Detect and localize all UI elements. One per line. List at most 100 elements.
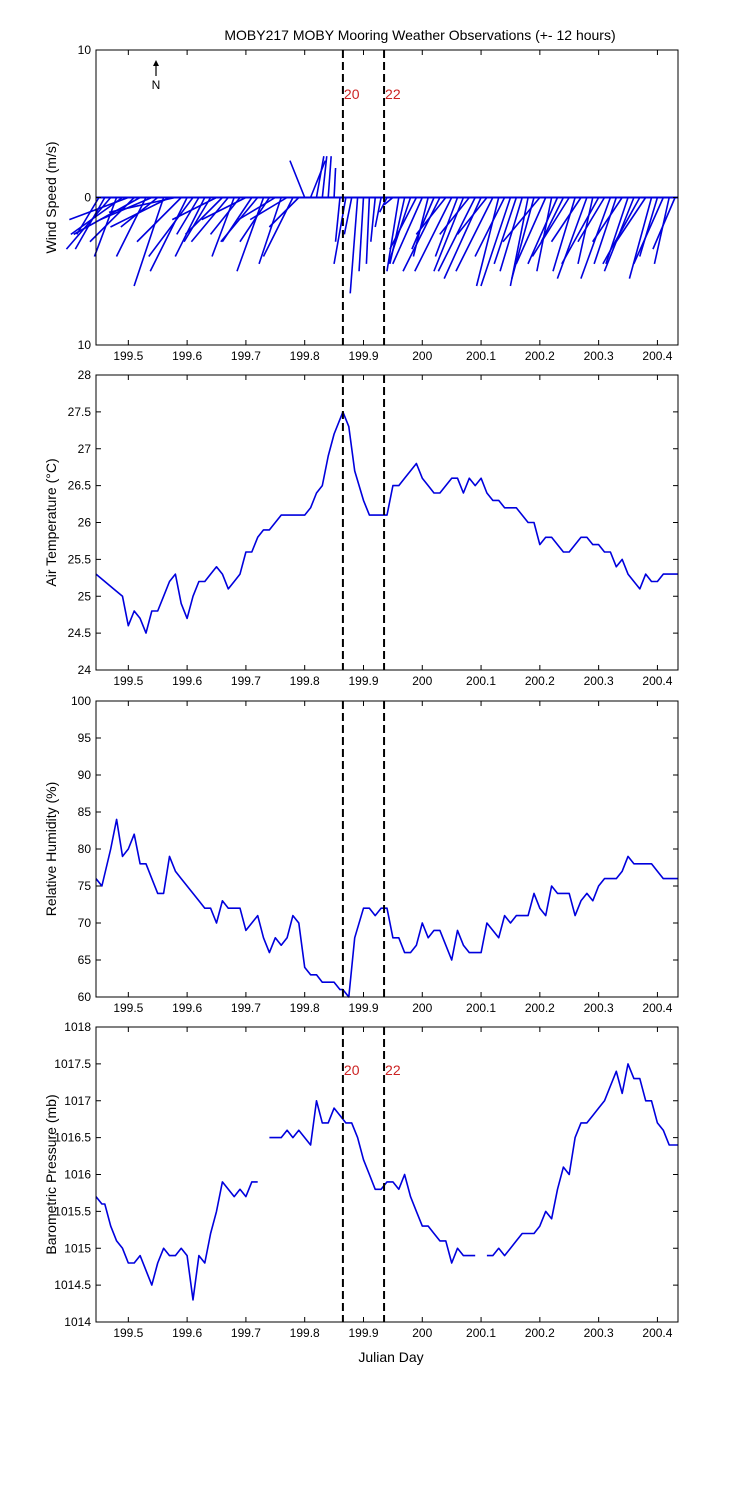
x-tick-label: 200.1 bbox=[466, 349, 496, 363]
y-tick-label: 75 bbox=[78, 879, 92, 893]
wind-stick bbox=[511, 197, 535, 279]
x-tick-label: 200.2 bbox=[525, 1326, 555, 1340]
x-tick-label: 199.7 bbox=[231, 1326, 261, 1340]
chart-title: MOBY217 MOBY Mooring Weather Observation… bbox=[224, 27, 615, 43]
wind-stick bbox=[183, 197, 212, 243]
wind-stick bbox=[389, 197, 418, 250]
y-tick-label: 1014.5 bbox=[54, 1278, 91, 1292]
wind-stick bbox=[211, 197, 235, 257]
x-tick-label: 200.3 bbox=[584, 1001, 614, 1015]
y-tick-label: 10 bbox=[78, 338, 92, 352]
wind-stick bbox=[556, 197, 588, 279]
wind-stick bbox=[499, 197, 523, 272]
time-marker-label: 20 bbox=[344, 1062, 360, 1078]
x-tick-label: 200.3 bbox=[584, 349, 614, 363]
y-tick-label: 80 bbox=[78, 842, 92, 856]
y-tick-label: 24.5 bbox=[68, 626, 92, 640]
wind-stick bbox=[176, 197, 200, 235]
panels: 199.5 199.6 199.7 199.8 199.9 200 200.1 200.2 20… bbox=[43, 43, 679, 1340]
y-tick-label: 85 bbox=[78, 805, 92, 819]
x-tick-label: 199.8 bbox=[290, 1326, 320, 1340]
wind-stick bbox=[531, 197, 570, 257]
wind-stick bbox=[415, 197, 447, 235]
wind-stick bbox=[378, 197, 388, 213]
x-tick-label: 200.4 bbox=[642, 1001, 672, 1015]
y-tick-label: 1016.5 bbox=[54, 1131, 91, 1145]
wind-stick bbox=[343, 197, 353, 235]
wind-stick bbox=[349, 197, 359, 294]
panel-3: 199.5 199.6 199.7 199.8 199.9 200 200.1 200.2 20… bbox=[43, 694, 679, 1015]
y-tick-label: 24 bbox=[78, 663, 92, 677]
y-tick-label: 28 bbox=[78, 368, 92, 382]
series-line bbox=[95, 1181, 258, 1301]
wind-stick bbox=[402, 197, 441, 272]
wind-stick bbox=[433, 197, 465, 272]
wind-stick bbox=[289, 160, 306, 198]
x-tick-label: 200.1 bbox=[466, 1326, 496, 1340]
x-tick-label: 199.9 bbox=[348, 674, 378, 688]
x-tick-label: 199.5 bbox=[113, 674, 143, 688]
x-tick-label: 200.2 bbox=[525, 1001, 555, 1015]
y-tick-label: 25.5 bbox=[68, 552, 92, 566]
wind-stick bbox=[327, 156, 332, 198]
y-tick-label: 1016 bbox=[64, 1168, 91, 1182]
axes-box bbox=[95, 700, 679, 998]
x-tick-label: 199.8 bbox=[290, 1001, 320, 1015]
wind-stick bbox=[386, 197, 400, 272]
wind-stick bbox=[443, 197, 482, 279]
wind-stick bbox=[475, 197, 500, 287]
series-line bbox=[95, 818, 678, 998]
wind-stick bbox=[268, 196, 300, 228]
wind-stick bbox=[652, 197, 676, 250]
x-tick-label: 200 bbox=[412, 674, 432, 688]
wind-stick bbox=[136, 196, 182, 243]
wind-stick bbox=[392, 197, 424, 265]
wind-stick bbox=[628, 197, 653, 279]
wind-stick bbox=[577, 197, 606, 243]
wind-stick bbox=[236, 197, 265, 272]
x-tick-label: 200.2 bbox=[525, 674, 555, 688]
axes-box bbox=[95, 374, 679, 671]
wind-stick bbox=[370, 197, 377, 242]
x-tick-label: 200.3 bbox=[584, 674, 614, 688]
x-tick-label: 199.9 bbox=[348, 1326, 378, 1340]
wind-stick bbox=[502, 196, 541, 243]
wind-stick bbox=[309, 160, 327, 198]
wind-stick bbox=[456, 197, 488, 235]
wind-stick bbox=[358, 197, 365, 272]
x-tick-label: 199.6 bbox=[172, 1001, 202, 1015]
wind-stick bbox=[249, 196, 288, 221]
y-tick-label: 1014 bbox=[64, 1315, 91, 1329]
y-tick-label: 1017 bbox=[64, 1094, 91, 1108]
y-tick-label: 10 bbox=[78, 43, 92, 57]
time-marker-label: 22 bbox=[385, 1062, 401, 1078]
wind-stick bbox=[321, 156, 328, 198]
x-tick-label: 199.5 bbox=[113, 1001, 143, 1015]
panel-1: 199.5 199.6 199.7 199.8 199.9 200 200.1 200.2 20… bbox=[43, 43, 679, 363]
x-tick-label: 200.4 bbox=[642, 674, 672, 688]
series-line bbox=[486, 1063, 678, 1257]
wind-stick bbox=[74, 197, 106, 250]
y-axis-label: Air Temperature (°C) bbox=[43, 458, 59, 586]
y-tick-label: 1015.5 bbox=[54, 1204, 91, 1218]
x-tick-label: 199.9 bbox=[348, 349, 378, 363]
x-tick-label: 199.5 bbox=[113, 1326, 143, 1340]
y-tick-label: 1018 bbox=[64, 1020, 91, 1034]
panel-2: 199.5 199.6 199.7 199.8 199.9 200 200.1 200.2 20… bbox=[43, 368, 679, 688]
y-tick-label: 25 bbox=[78, 589, 92, 603]
y-tick-label: 0 bbox=[84, 191, 91, 205]
wind-stick bbox=[653, 197, 670, 265]
wind-stick bbox=[333, 167, 337, 198]
wind-stick bbox=[638, 197, 659, 257]
y-tick-label: 65 bbox=[78, 953, 92, 967]
wind-stick bbox=[414, 197, 453, 272]
wind-stick bbox=[190, 196, 229, 243]
y-tick-label: 100 bbox=[71, 694, 91, 708]
y-tick-label: 95 bbox=[78, 731, 92, 745]
wind-stick bbox=[515, 197, 547, 265]
wind-stick bbox=[149, 197, 188, 272]
x-tick-label: 200.1 bbox=[466, 674, 496, 688]
wind-stick bbox=[474, 197, 506, 257]
series-line bbox=[95, 411, 678, 634]
